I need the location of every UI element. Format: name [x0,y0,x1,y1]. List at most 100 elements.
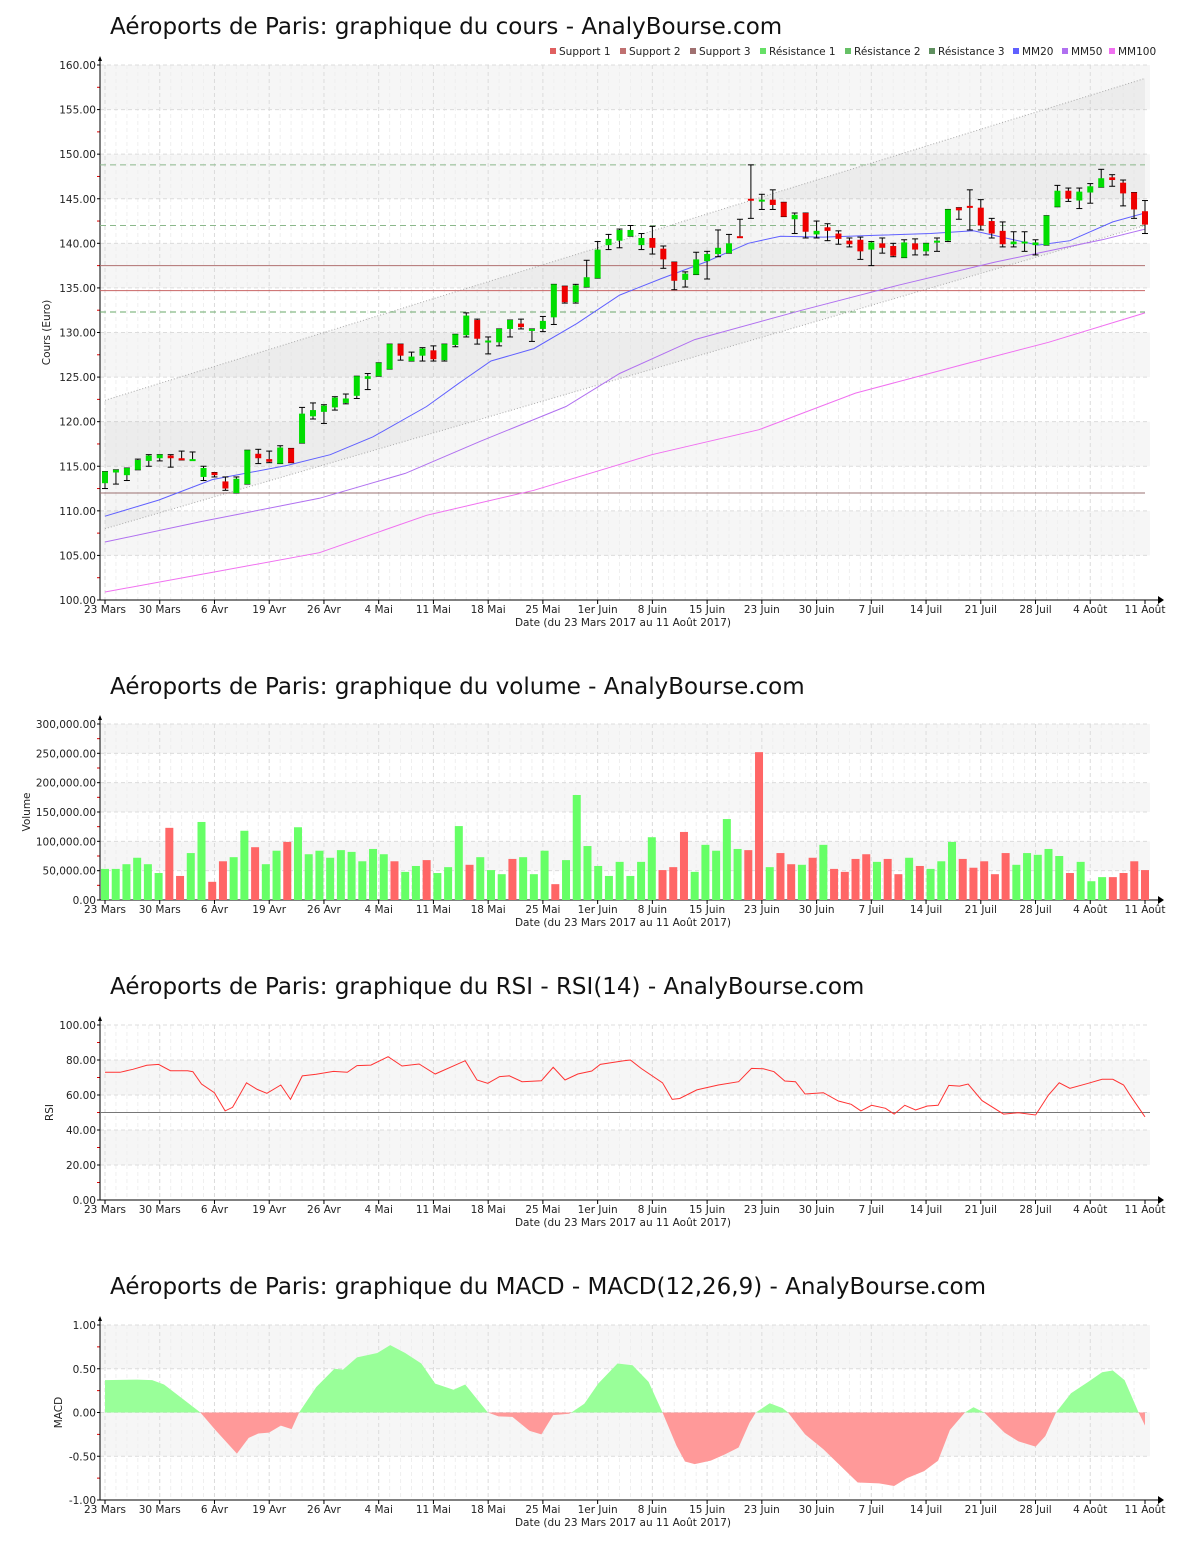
x-tick-label: 11 Août [1125,604,1166,616]
candle-body [561,286,568,303]
volume-bar [787,864,796,900]
volume-bar [679,831,688,900]
volume-bar [1023,853,1032,900]
volume-bar [551,884,560,900]
candle [1021,231,1028,252]
volume-bar [808,857,817,900]
candle-body [616,229,623,241]
y-tick-label: 100,000.00 [36,836,96,848]
volume-bar [529,874,538,900]
y-tick-label: 100.00 [59,1020,96,1032]
volume-bar [851,858,860,900]
candle [200,465,207,482]
background-band [100,154,1150,199]
candle [988,217,995,239]
legend-swatch-icon [550,48,556,54]
candle-body [791,214,798,220]
volume-bar [872,861,881,900]
x-tick-label: 30 Juin [799,1204,835,1216]
volume-bar [1065,873,1074,900]
chart-title: Aéroports de Paris: graphique du volume … [110,674,805,700]
volume-bar [497,874,506,900]
candle-body [255,453,262,459]
x-tick-label: 11 Mai [416,904,451,916]
x-tick-label: 4 Mai [364,1204,392,1216]
y-tick-label: 100.00 [59,595,96,607]
x-tick-label: 4 Mai [364,904,392,916]
volume-bar [186,853,195,900]
background-band [100,724,1150,754]
x-tick-label: 30 Juin [799,1504,835,1516]
candle-body [879,243,886,248]
volume-bar [1076,861,1085,900]
candle [167,454,174,468]
y-tick-label: 50,000.00 [43,866,96,878]
mm100-line [104,312,1146,593]
candle-body [1065,190,1072,199]
legend-label: Support 2 [629,46,681,58]
candle-body [901,242,908,258]
y-tick-label: 145.00 [59,194,96,206]
candle-body [134,460,141,470]
x-tick-label: 26 Avr [307,904,341,916]
candle-body [934,240,940,243]
candle [496,328,503,347]
candle [386,343,393,370]
x-tick-label: 19 Avr [252,904,286,916]
y-tick-label: 1.00 [73,1320,96,1332]
volume-bar [583,846,592,900]
candle [846,237,853,248]
x-tick-label: 19 Avr [252,604,286,616]
candle [320,404,327,424]
candle [233,476,240,494]
candle-body [474,320,481,339]
x-tick-label: 21 Juil [965,604,997,616]
volume-bar [261,864,270,900]
legend-swatch-icon [1013,48,1019,54]
candle-body [288,448,295,463]
volume-bar [304,854,313,900]
candle [879,237,886,254]
candle [682,271,689,288]
y-tick-label: -0.50 [69,1451,96,1463]
candle [518,318,524,330]
candle-body [660,248,667,260]
x-tick-label: 21 Juil [965,904,997,916]
x-tick-label: 6 Avr [201,1504,229,1516]
volume-bar [969,867,978,900]
volume-bar [315,850,324,900]
x-tick-label: 6 Avr [201,1204,229,1216]
background-band [100,782,1150,812]
x-tick-label: 15 Juin [689,1204,725,1216]
volume-bar [1098,877,1107,900]
candle-body [1076,191,1083,201]
volume-bar [401,871,410,900]
candle [123,467,130,482]
legend-item: Support 2 [620,46,681,58]
candle-body [386,344,393,370]
candle-body [835,233,842,239]
background-band [100,332,1150,378]
x-tick-label: 28 Juil [1019,604,1051,616]
volume-bar [755,752,764,900]
legend-label: Résistance 3 [938,46,1005,58]
candle [1065,187,1072,202]
x-tick-label: 7 Juil [859,1504,885,1516]
x-tick-label: 7 Juil [859,1204,885,1216]
candle-body [1120,182,1127,194]
x-tick-label: 14 Juil [910,1204,942,1216]
candle [244,449,251,485]
volume-bar [712,850,721,900]
volume-bar [604,875,613,900]
candle [583,259,590,288]
volume-bar [208,881,217,900]
x-tick-label: 25 Mai [525,1504,560,1516]
volume-bar [626,875,635,900]
volume-bar [615,861,624,900]
candle-body [518,323,524,328]
candle-body [824,227,831,231]
candle [693,251,700,276]
candle-body [178,458,185,461]
chart-title: Aéroports de Paris: graphique du cours -… [110,14,782,40]
volume-bar [776,853,785,900]
